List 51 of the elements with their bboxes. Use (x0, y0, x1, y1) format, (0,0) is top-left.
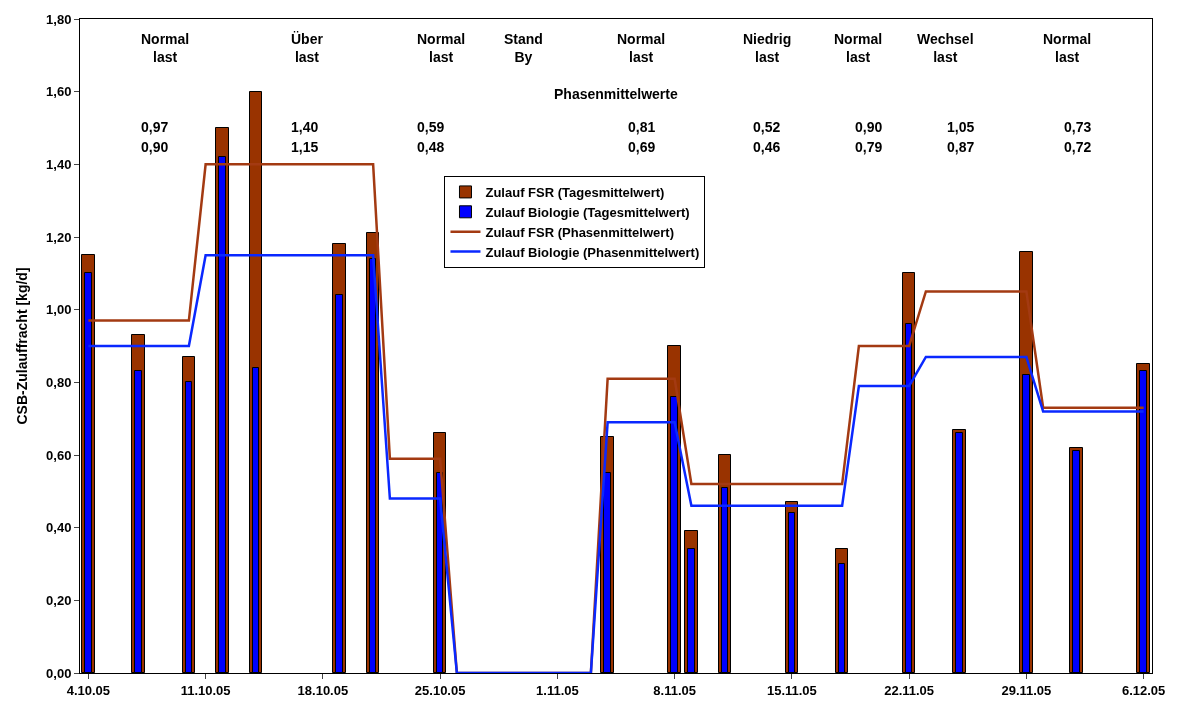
annotation: 0,52 (753, 119, 781, 135)
annotation: Normal last (1043, 31, 1092, 66)
annotation: 1,05 (947, 119, 975, 135)
annotation: 0,81 (628, 119, 656, 135)
y-tick-label: 0,40 (46, 520, 72, 536)
annotation: 0,90 (141, 139, 169, 155)
annotation: 1,40 (291, 119, 319, 135)
y-tick-label: 1,00 (46, 302, 72, 318)
annotation: Über last (291, 31, 324, 66)
y-tick-label: 1,40 (46, 156, 72, 172)
annotation: Normal last (141, 31, 190, 66)
y-tick-label: 0,80 (46, 374, 72, 390)
y-tick-label: 1,20 (46, 229, 72, 245)
annotation: Normal last (834, 31, 883, 66)
annotation: 1,15 (291, 139, 319, 155)
annotation: 0,72 (1064, 139, 1092, 155)
y-axis-title: CSB-Zulauffracht [kg/d] (13, 267, 30, 425)
y-tick-label: 1,80 (46, 11, 72, 27)
annotation: 0,48 (417, 139, 445, 155)
annotation: Normal last (417, 31, 466, 66)
annotation: Phasenmittelwerte (554, 86, 678, 102)
y-tick-label: 0,60 (46, 447, 72, 463)
y-tick-label: 1,60 (46, 84, 72, 100)
x-tick-label: 11.10.05 (180, 682, 231, 698)
x-tick-label: 1.11.05 (536, 682, 579, 698)
x-tick-label: 4.10.05 (66, 682, 111, 698)
annotation: 0,97 (141, 119, 169, 135)
annotation: Niedrig last (743, 31, 792, 66)
annotation: Stand By (504, 31, 543, 66)
y-tick-label: 0,00 (46, 665, 72, 681)
annotation: 0,90 (855, 119, 883, 135)
annotation: 0,87 (947, 139, 975, 155)
annotation: 0,46 (753, 139, 781, 155)
x-tick-label: 18.10.05 (297, 682, 349, 698)
annotation: 0,59 (417, 119, 445, 135)
x-tick-label: 15.11.05 (766, 682, 817, 698)
annotation: Normal last (617, 31, 666, 66)
legend-label: Zulauf FSR (Tagesmittelwert) (485, 184, 665, 200)
legend-label: Zulauf Biologie (Tagesmittelwert) (485, 204, 690, 220)
x-tick-label: 22.11.05 (884, 682, 935, 698)
x-tick-label: 6.12.05 (1121, 682, 1166, 698)
x-tick-label: 29.11.05 (1001, 682, 1052, 698)
legend-label: Zulauf FSR (Phasenmittelwert) (485, 224, 675, 240)
x-tick-label: 25.10.05 (414, 682, 466, 698)
x-tick-label: 8.11.05 (653, 682, 696, 698)
annotation: 0,69 (628, 139, 656, 155)
legend-label: Zulauf Biologie (Phasenmittelwert) (485, 244, 700, 260)
annotation: Wechsel last (917, 31, 974, 66)
annotation: 0,73 (1064, 119, 1092, 135)
annotation: 0,79 (855, 139, 883, 155)
y-tick-label: 0,20 (46, 592, 72, 608)
